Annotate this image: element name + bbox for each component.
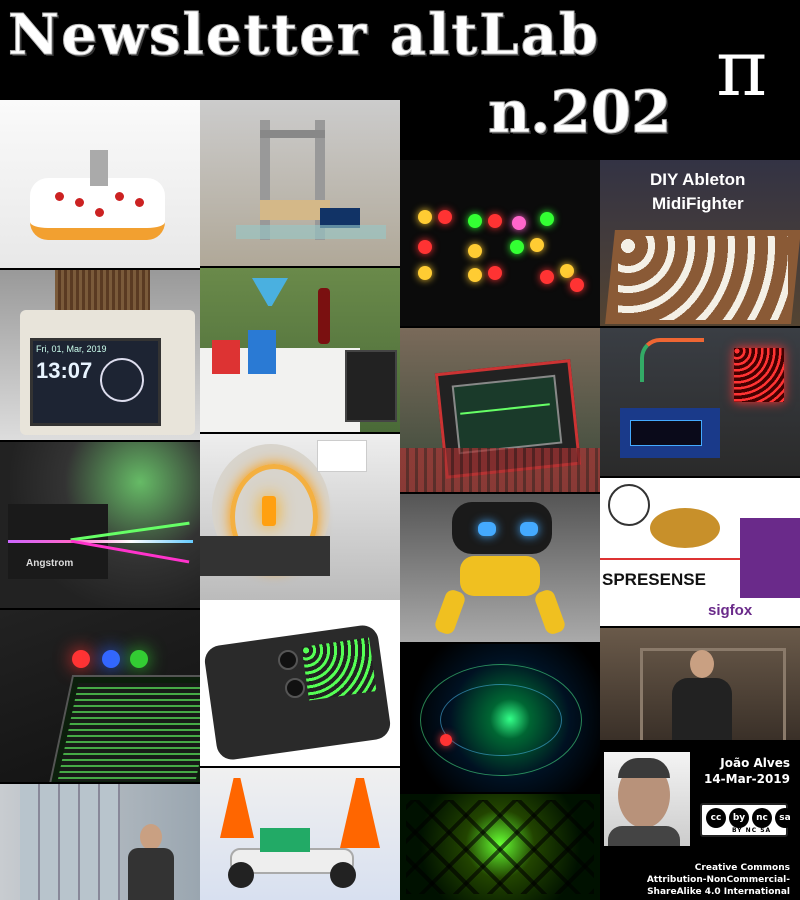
- photo-drink-machine: [200, 268, 400, 432]
- license-line-3: ShareAlike 4.0 International: [647, 887, 790, 897]
- ableton-title-line2: MidiFighter: [652, 194, 744, 213]
- license-line-1: Creative Commons: [694, 863, 790, 873]
- photo-oscilloscope-screen: [400, 328, 600, 492]
- photo-particle-art: [400, 644, 600, 792]
- photo-spresense-bee: SPRESENSE sigfox: [600, 478, 800, 626]
- cc-icon: cc: [706, 808, 726, 828]
- clock-date-text: Fri, 01, Mar, 2019: [36, 344, 107, 354]
- license-text: Creative Commons Attribution-NonCommerci…: [647, 862, 790, 898]
- photo-led-display: [400, 160, 600, 326]
- photo-chip-grid: [400, 794, 600, 900]
- photo-ableton-midifighter: DIY Ableton MidiFighter: [600, 160, 800, 326]
- author-avatar: [604, 752, 690, 846]
- author-date: 14-Mar-2019: [703, 772, 790, 786]
- nc-icon: nc: [752, 808, 772, 828]
- photo-hexapod-robot: [400, 494, 600, 642]
- sigfox-logo-label: sigfox: [708, 602, 753, 619]
- photo-angstrom-laser: Angstrom: [0, 442, 200, 608]
- sa-icon: sa: [775, 808, 795, 828]
- photo-led-matrix-box: [200, 600, 400, 766]
- photo-led-matrix-breadboard: [600, 328, 800, 476]
- license-line-2: Attribution-NonCommercial-: [646, 875, 790, 885]
- photo-glowing-ring: [200, 434, 400, 600]
- by-icon: by: [729, 808, 749, 828]
- cc-badge-text: BY NC SA: [732, 827, 772, 834]
- clock-time-text: 13:07: [36, 358, 93, 383]
- photo-person-video: [600, 628, 800, 740]
- author-name: João Alves: [720, 756, 790, 770]
- pi-logo-icon: π: [716, 24, 768, 114]
- photo-robot-car: [200, 768, 400, 900]
- photo-terminal-leds: [0, 610, 200, 782]
- ableton-title-line1: DIY Ableton: [650, 170, 746, 189]
- spresense-label: SPRESENSE: [602, 570, 706, 589]
- photo-clock-device: Fri, 01, Mar, 2019 13:07: [0, 270, 200, 440]
- cc-license-badge[interactable]: cc by nc sa BY NC SA: [700, 803, 795, 837]
- photo-cnc-plotter: [200, 100, 400, 266]
- author-block: João Alves 14-Mar-2019: [704, 755, 790, 787]
- newsletter-title: Newsletter altLab: [7, 2, 601, 69]
- photo-macropad: [0, 100, 200, 268]
- issue-number: n.202: [487, 78, 672, 147]
- photo-lab-person: [0, 784, 200, 900]
- angstrom-label: Angstrom: [26, 558, 74, 569]
